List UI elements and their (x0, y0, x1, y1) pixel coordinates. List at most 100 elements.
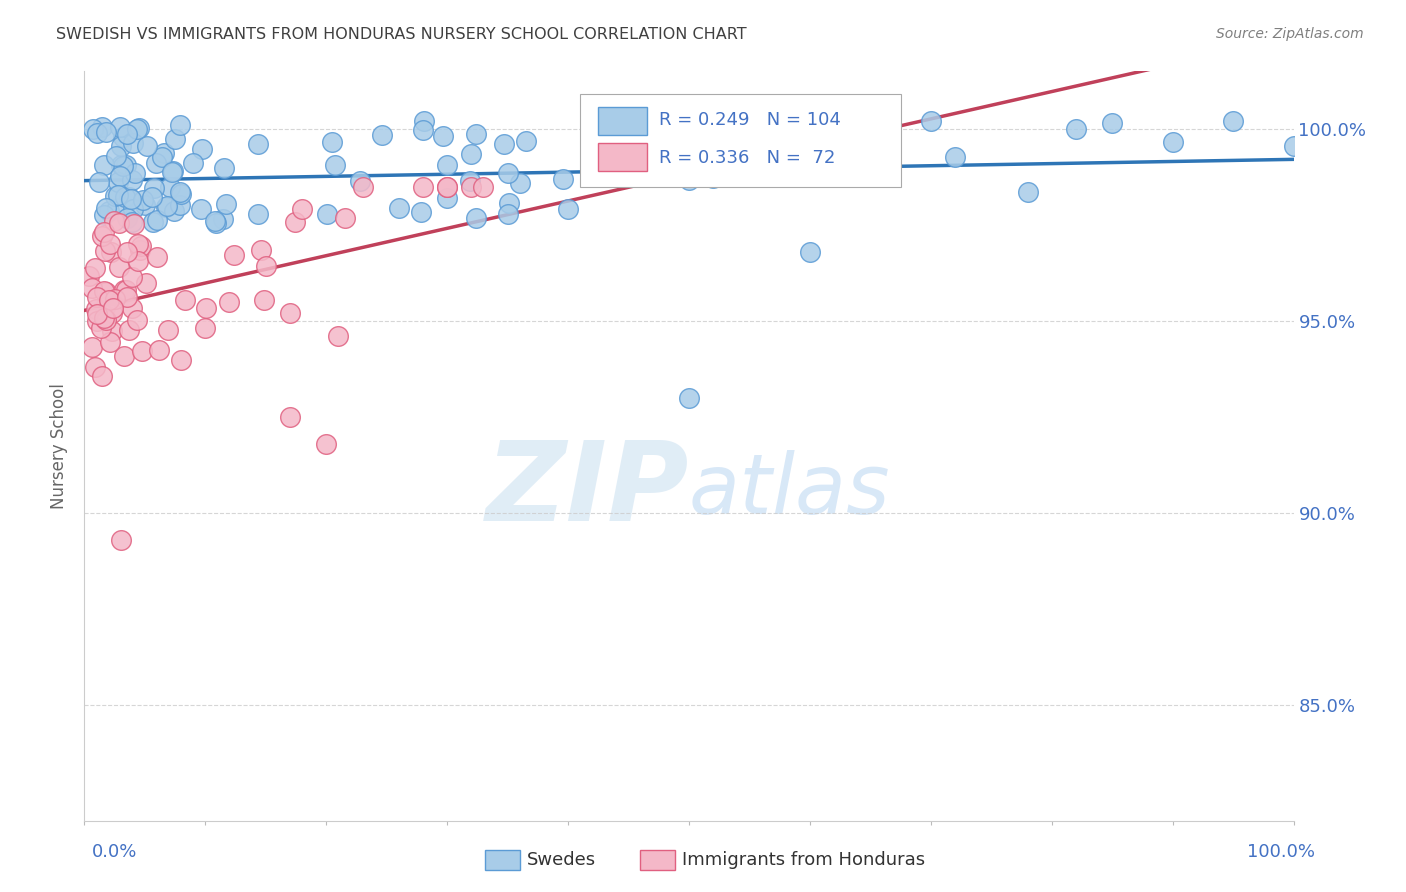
Text: 100.0%: 100.0% (1247, 843, 1315, 861)
Point (1161, 135, 1184, 149)
Point (215, 197, 238, 211)
Point (93, 311, 115, 326)
Point (204, 214, 226, 228)
Point (121, 215, 143, 229)
Point (97, 204, 120, 219)
Text: ZIP: ZIP (485, 437, 689, 544)
Point (118, 190, 141, 204)
Point (146, 250, 169, 264)
Point (496, 166, 519, 180)
Point (111, 159, 134, 173)
Point (557, 202, 579, 217)
Point (163, 132, 186, 146)
Point (247, 206, 270, 220)
Point (436, 191, 458, 205)
Point (84, 301, 107, 316)
Point (460, 174, 482, 188)
Point (278, 410, 301, 425)
Point (859, 135, 882, 149)
Point (323, 158, 346, 172)
Point (333, 211, 356, 225)
Point (460, 146, 482, 161)
Point (107, 188, 129, 202)
Point (112, 349, 135, 363)
Point (86, 127, 108, 141)
Point (90, 368, 112, 383)
Point (96, 202, 118, 216)
Point (115, 158, 138, 172)
Point (498, 195, 520, 210)
Point (349, 174, 371, 188)
Point (352, 179, 374, 194)
Point (100, 245, 122, 260)
Point (90, 229, 112, 244)
Point (124, 166, 146, 180)
Point (194, 321, 217, 335)
Text: Swedes: Swedes (527, 851, 596, 869)
Point (254, 259, 277, 273)
Point (135, 139, 157, 153)
Point (112, 130, 135, 145)
Point (98, 293, 121, 307)
Point (104, 188, 127, 202)
Point (127, 254, 149, 268)
Point (145, 156, 167, 170)
Point (118, 323, 141, 337)
Point (472, 179, 495, 194)
Point (195, 301, 218, 316)
Point (93, 158, 115, 172)
Text: Source: ZipAtlas.com: Source: ZipAtlas.com (1216, 27, 1364, 41)
Point (218, 294, 240, 309)
Point (412, 123, 434, 137)
Point (117, 211, 139, 225)
Point (191, 142, 214, 156)
Point (212, 161, 235, 175)
Point (94, 301, 117, 315)
Point (82, 340, 104, 354)
Point (169, 185, 191, 199)
Point (110, 533, 132, 548)
Point (702, 171, 724, 186)
Point (91, 120, 114, 134)
Point (117, 245, 139, 260)
Point (1282, 139, 1305, 153)
Point (121, 172, 143, 186)
Point (162, 164, 184, 178)
Y-axis label: Nursery School: Nursery School (51, 383, 69, 509)
Point (247, 136, 270, 151)
Point (321, 135, 343, 149)
Point (108, 120, 131, 134)
Point (1222, 114, 1244, 128)
Point (211, 211, 233, 226)
Point (190, 202, 212, 216)
Point (496, 206, 519, 220)
Text: atlas: atlas (689, 450, 890, 532)
Point (129, 243, 152, 257)
Point (115, 127, 138, 141)
Point (107, 176, 129, 190)
Point (411, 204, 433, 219)
Point (141, 190, 163, 204)
Point (250, 244, 273, 258)
Bar (599, 106, 647, 135)
Point (253, 293, 276, 307)
Point (316, 207, 339, 221)
Point (125, 313, 148, 327)
Point (94, 244, 117, 258)
Point (413, 114, 436, 128)
Point (159, 180, 181, 194)
Point (1017, 185, 1039, 199)
Point (278, 306, 301, 320)
Point (104, 149, 127, 163)
Point (93, 208, 115, 222)
Point (678, 391, 700, 405)
Point (101, 324, 124, 338)
Point (131, 343, 153, 358)
Point (388, 201, 411, 215)
Point (156, 199, 179, 213)
Bar (599, 143, 647, 171)
Text: R = 0.336   N =  72: R = 0.336 N = 72 (659, 149, 835, 167)
Point (134, 197, 156, 211)
Point (150, 150, 173, 164)
Point (823, 127, 845, 141)
